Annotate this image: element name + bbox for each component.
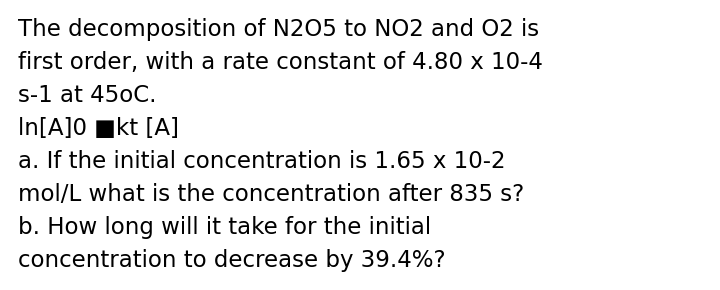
Text: a. If the initial concentration is 1.65 x 10-2: a. If the initial concentration is 1.65 …	[18, 150, 505, 173]
Text: first order, with a rate constant of 4.80 x 10-4: first order, with a rate constant of 4.8…	[18, 51, 543, 74]
Text: The decomposition of N2O5 to NO2 and O2 is: The decomposition of N2O5 to NO2 and O2 …	[18, 18, 539, 41]
Text: b. How long will it take for the initial: b. How long will it take for the initial	[18, 216, 431, 239]
Text: concentration to decrease by 39.4%?: concentration to decrease by 39.4%?	[18, 249, 446, 272]
Text: mol/L what is the concentration after 835 s?: mol/L what is the concentration after 83…	[18, 183, 524, 206]
Text: s-1 at 45oC.: s-1 at 45oC.	[18, 84, 156, 107]
Text: ln[A]0 ■kt [A]: ln[A]0 ■kt [A]	[18, 117, 179, 140]
